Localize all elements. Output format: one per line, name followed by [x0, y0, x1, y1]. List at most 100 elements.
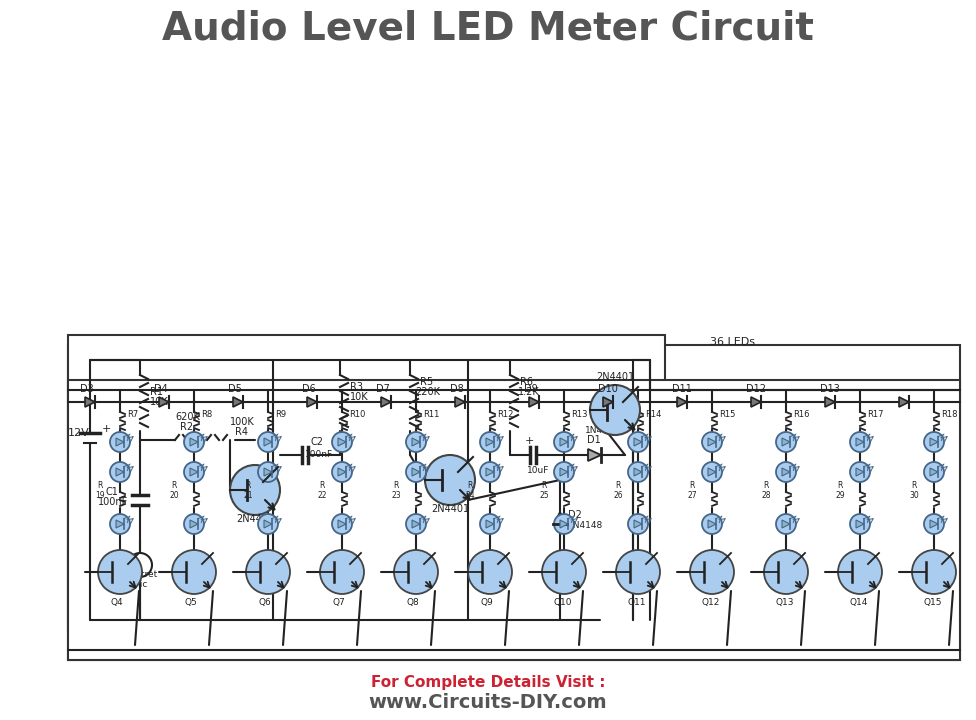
Polygon shape: [264, 438, 272, 446]
Text: D9: D9: [524, 384, 538, 394]
Polygon shape: [116, 520, 124, 528]
Text: D2: D2: [568, 510, 582, 520]
Circle shape: [554, 432, 574, 452]
Text: R3: R3: [350, 382, 363, 392]
Circle shape: [172, 550, 216, 594]
Circle shape: [924, 432, 944, 452]
Circle shape: [924, 462, 944, 482]
FancyBboxPatch shape: [68, 335, 665, 630]
Text: Electret
Mic: Electret Mic: [122, 570, 158, 589]
Text: +: +: [525, 436, 535, 446]
Polygon shape: [412, 438, 420, 446]
Circle shape: [258, 462, 278, 482]
Circle shape: [554, 514, 574, 534]
Circle shape: [850, 514, 870, 534]
Polygon shape: [560, 520, 568, 528]
Polygon shape: [782, 438, 790, 446]
Polygon shape: [338, 468, 346, 476]
Circle shape: [776, 514, 796, 534]
Text: Q8: Q8: [406, 598, 419, 607]
Text: R13: R13: [571, 410, 588, 419]
Text: R2: R2: [180, 422, 193, 432]
Circle shape: [406, 432, 426, 452]
Text: 100nF: 100nF: [98, 497, 128, 507]
Polygon shape: [486, 520, 494, 528]
Text: R
27: R 27: [687, 481, 697, 500]
Text: R
30: R 30: [909, 481, 918, 500]
Text: R18: R18: [941, 410, 957, 419]
Text: Q15: Q15: [924, 598, 943, 607]
Circle shape: [838, 550, 882, 594]
Polygon shape: [899, 397, 909, 407]
Circle shape: [616, 550, 660, 594]
Text: R11: R11: [423, 410, 439, 419]
Text: 1N4148: 1N4148: [568, 521, 603, 530]
Circle shape: [110, 432, 130, 452]
Circle shape: [764, 550, 808, 594]
Text: R1: R1: [150, 387, 163, 397]
Circle shape: [320, 550, 364, 594]
Circle shape: [850, 432, 870, 452]
Text: R
21: R 21: [243, 481, 253, 500]
Text: Q4: Q4: [110, 598, 123, 607]
Circle shape: [776, 432, 796, 452]
Text: R10: R10: [349, 410, 365, 419]
Text: 2N4401: 2N4401: [596, 372, 634, 382]
Polygon shape: [708, 438, 716, 446]
Text: D13: D13: [820, 384, 840, 394]
Text: R7: R7: [127, 410, 139, 419]
Circle shape: [110, 514, 130, 534]
Text: Q10: Q10: [554, 598, 573, 607]
Circle shape: [184, 514, 204, 534]
Polygon shape: [529, 397, 539, 407]
Text: R
26: R 26: [613, 481, 623, 500]
Text: R15: R15: [719, 410, 735, 419]
Text: 1N4148: 1N4148: [585, 426, 621, 435]
Polygon shape: [560, 468, 568, 476]
Circle shape: [258, 514, 278, 534]
Text: 2N4401: 2N4401: [431, 504, 469, 514]
Polygon shape: [634, 520, 642, 528]
Circle shape: [628, 514, 648, 534]
Polygon shape: [634, 438, 642, 446]
Text: R8: R8: [201, 410, 212, 419]
Circle shape: [590, 385, 640, 435]
Circle shape: [184, 432, 204, 452]
Polygon shape: [856, 520, 864, 528]
Circle shape: [690, 550, 734, 594]
Text: R6: R6: [520, 377, 533, 387]
Polygon shape: [412, 468, 420, 476]
Text: 10uF: 10uF: [527, 466, 549, 475]
Polygon shape: [751, 397, 761, 407]
Circle shape: [850, 462, 870, 482]
Text: 620K: 620K: [175, 412, 200, 422]
Text: Q12: Q12: [702, 598, 720, 607]
Text: Audio Level LED Meter Circuit: Audio Level LED Meter Circuit: [162, 9, 814, 47]
Text: D8: D8: [450, 384, 464, 394]
Polygon shape: [554, 512, 566, 524]
Circle shape: [246, 550, 290, 594]
Text: R
25: R 25: [539, 481, 549, 500]
Text: D7: D7: [376, 384, 389, 394]
Text: D3: D3: [80, 384, 94, 394]
Text: R12: R12: [497, 410, 513, 419]
Polygon shape: [412, 520, 420, 528]
Text: For Complete Details Visit :: For Complete Details Visit :: [371, 675, 605, 690]
Circle shape: [480, 432, 500, 452]
Polygon shape: [782, 468, 790, 476]
Text: Q14: Q14: [850, 598, 869, 607]
Polygon shape: [264, 520, 272, 528]
Text: R
22: R 22: [317, 481, 327, 500]
Circle shape: [468, 550, 512, 594]
Circle shape: [542, 550, 586, 594]
Text: Q11: Q11: [628, 598, 646, 607]
Polygon shape: [930, 468, 938, 476]
Text: C1: C1: [105, 487, 118, 497]
Text: R14: R14: [645, 410, 662, 419]
Circle shape: [128, 553, 152, 577]
Circle shape: [258, 432, 278, 452]
Polygon shape: [930, 520, 938, 528]
Polygon shape: [486, 438, 494, 446]
Text: R16: R16: [793, 410, 809, 419]
Text: C2: C2: [310, 437, 323, 447]
